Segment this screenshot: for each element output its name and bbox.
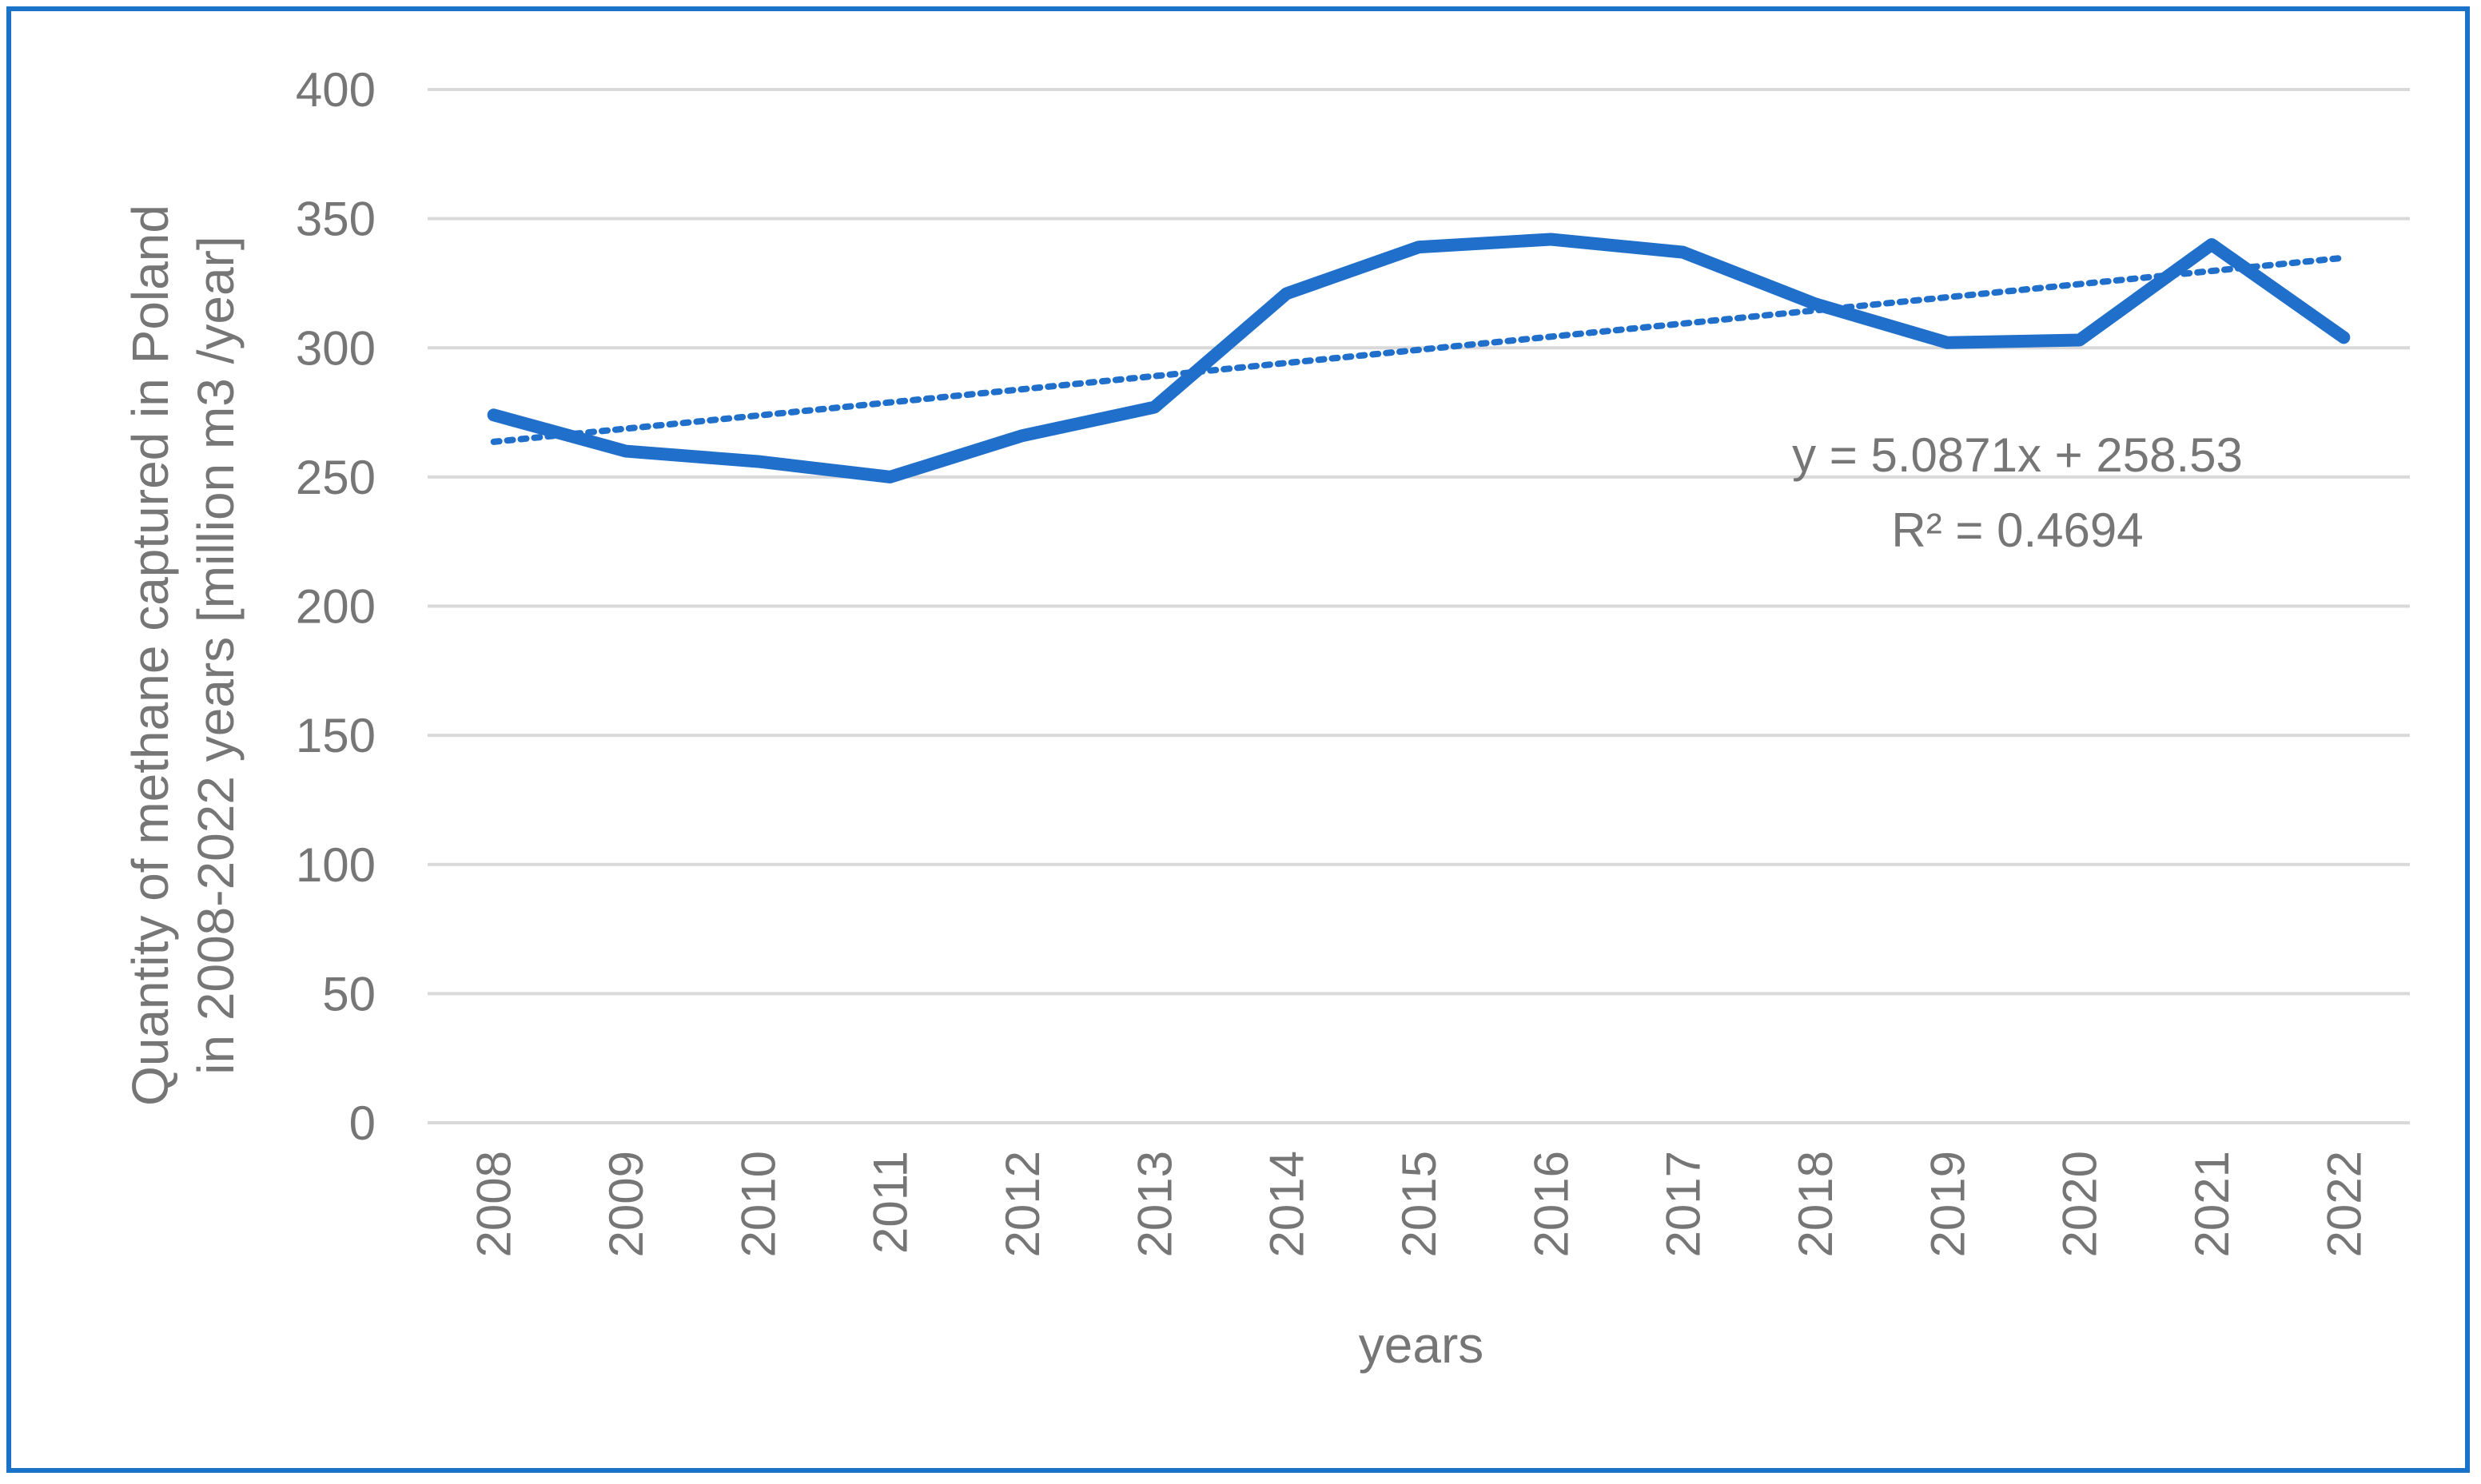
x-tick-label: 2016 [1524,1151,1578,1257]
trendline [490,254,2348,445]
gridlines [428,88,2410,1124]
x-tick-label: 2008 [468,1151,521,1257]
y-tick-label: 150 [296,709,376,762]
axis-labels: Quantity of methane captured in Poland i… [121,205,2243,1374]
x-tick-label: 2015 [1392,1151,1446,1257]
x-tick-label: 2020 [2053,1151,2107,1257]
y-tick-label: 0 [349,1096,376,1150]
y-axis-ticks: 0 50 100 150 200 250 300 350 400 [296,63,376,1150]
x-tick-label: 2017 [1657,1151,1710,1257]
x-tick-label: 2011 [864,1151,918,1254]
x-tick-label: 2013 [1128,1151,1181,1257]
x-axis-label: years [1359,1316,1484,1374]
x-axis-ticks: 2008 2009 2010 2011 2012 2013 2014 2015 2016 2017… [468,1151,2371,1257]
trendline-r2: R² = 0.4694 [1891,503,2143,557]
y-axis-label-line-1: Quantity of methane captured in Poland [121,205,179,1106]
y-tick-label: 250 [296,451,376,504]
y-tick-label: 400 [296,63,376,117]
y-axis-label-line-2: in 2008-2022 years [million m3 /year] [187,236,245,1074]
y-tick-label: 100 [296,838,376,892]
y-tick-label: 350 [296,193,376,246]
x-tick-label: 2022 [2317,1151,2371,1257]
trendline-group [490,254,2348,445]
x-tick-label: 2010 [731,1151,785,1257]
trendline-equation: y = 5.0871x + 258.53 [1792,428,2243,482]
x-tick-label: 2019 [1921,1151,1974,1257]
y-tick-label: 200 [296,580,376,634]
series-line [487,233,2351,483]
x-tick-label: 2021 [2185,1151,2239,1257]
x-tick-label: 2018 [1789,1151,1842,1257]
series-group [487,233,2351,483]
chart-frame [6,6,2470,1473]
y-tick-label: 50 [322,967,376,1020]
y-tick-label: 300 [296,321,376,375]
x-tick-label: 2012 [996,1151,1049,1257]
x-tick-label: 2014 [1260,1151,1314,1257]
x-tick-label: 2009 [599,1151,653,1257]
